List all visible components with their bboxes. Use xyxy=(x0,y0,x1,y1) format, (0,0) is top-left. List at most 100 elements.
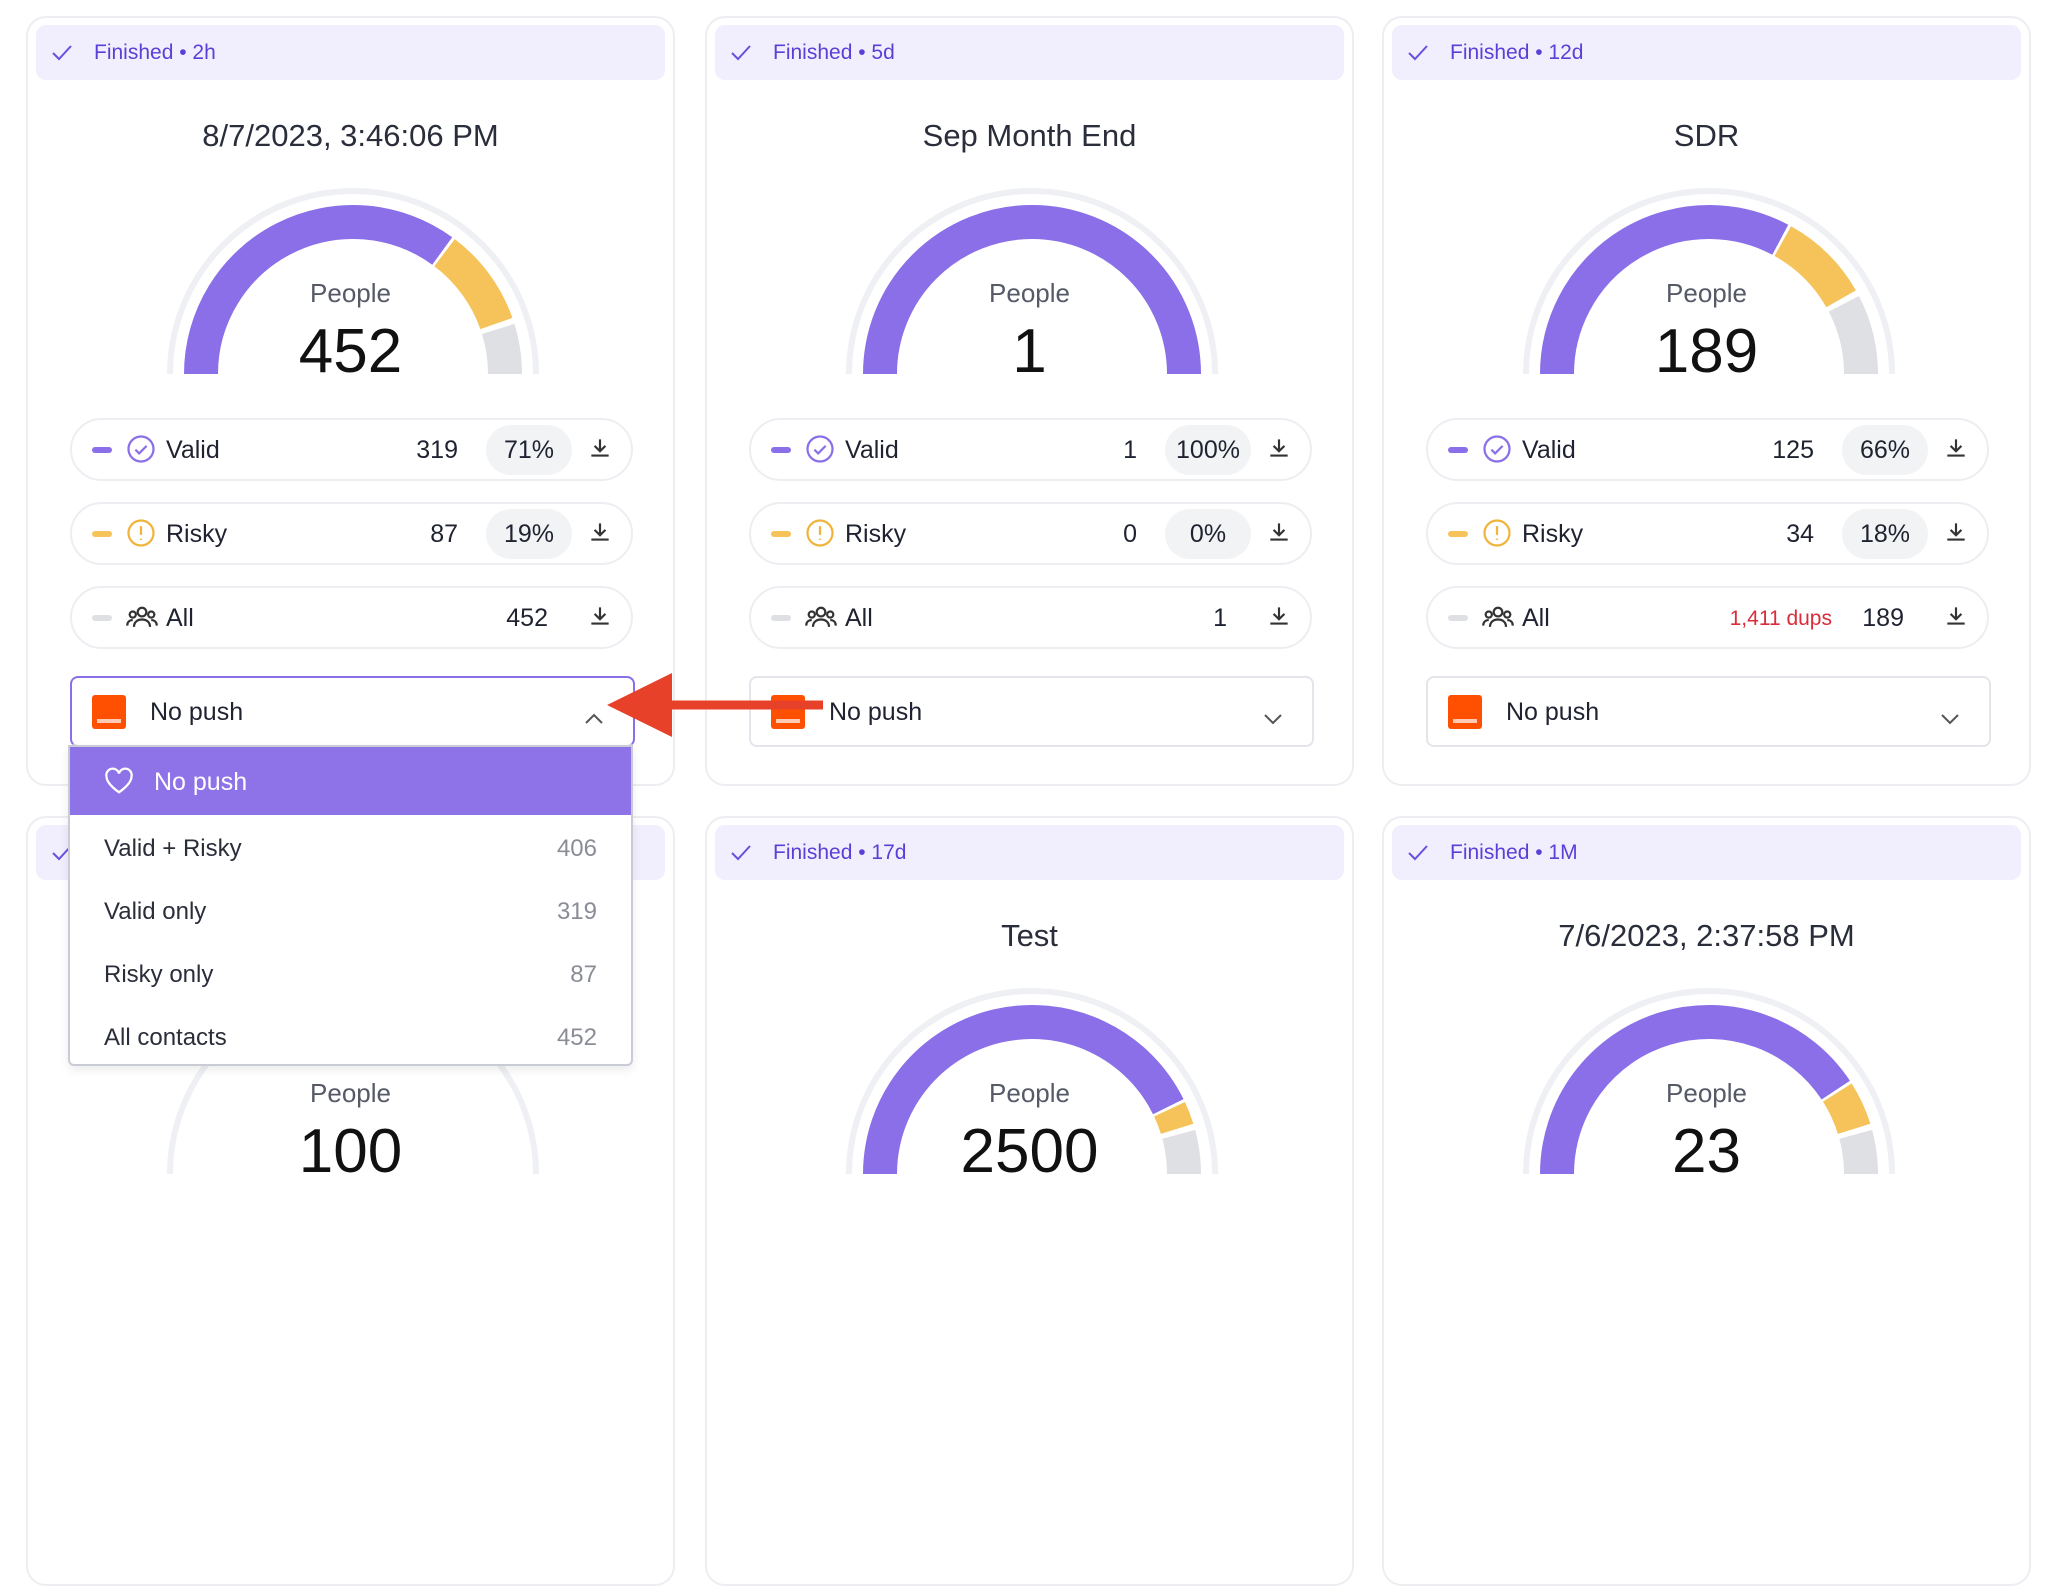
option-count: 87 xyxy=(570,961,597,988)
download-button-svg xyxy=(1270,523,1288,541)
row-count: 34 xyxy=(1786,520,1814,548)
result-card: Finished • 1M 7/6/2023, 2:37:58 PM People 2… xyxy=(1382,816,2031,1586)
check-icon xyxy=(1406,41,1430,70)
row-icon-svg xyxy=(1483,435,1511,463)
dropdown-option[interactable]: Valid + Risky 406 xyxy=(70,815,631,878)
push-dropdown: No push Valid + Risky 406 Valid only 319 Risk… xyxy=(68,745,633,1066)
push-select[interactable]: No push xyxy=(1426,676,1991,747)
row-dash xyxy=(92,447,112,453)
summary-row: All 1 xyxy=(749,586,1312,649)
option-label: No push xyxy=(154,768,248,796)
download-button-svg xyxy=(591,523,609,541)
row-icon xyxy=(805,518,835,555)
heart-icon xyxy=(104,767,134,802)
row-count: 189 xyxy=(1862,604,1904,632)
gauge-segment xyxy=(183,205,452,375)
gauge-track xyxy=(845,188,1218,375)
gauge-track xyxy=(166,188,539,375)
gauge-segment xyxy=(1822,1083,1870,1135)
download-button[interactable] xyxy=(587,435,613,468)
gauge-remainder xyxy=(481,323,522,375)
summary-row: Risky 87 19% xyxy=(70,502,633,565)
people-count: 2500 xyxy=(960,1117,1099,1186)
dropdown-option[interactable]: All contacts 452 xyxy=(70,1004,631,1067)
row-icon-svg xyxy=(127,519,155,547)
status-pill: Finished • 12d xyxy=(1392,25,2021,80)
gauge xyxy=(845,988,1218,1175)
chevron xyxy=(1262,704,1284,733)
row-percent: 66% xyxy=(1842,425,1928,475)
download-button[interactable] xyxy=(587,603,613,636)
row-label: Risky xyxy=(1522,520,1584,548)
row-label: All xyxy=(1522,604,1550,632)
push-select[interactable]: No push xyxy=(749,676,1314,747)
gauge xyxy=(166,188,539,375)
dropdown-option[interactable]: Valid only 319 xyxy=(70,878,631,941)
gauge-segment xyxy=(862,1005,1184,1175)
download-button[interactable] xyxy=(1266,603,1292,636)
download-button[interactable] xyxy=(1943,603,1969,636)
row-count: 1 xyxy=(1123,436,1137,464)
check-icon xyxy=(729,41,753,70)
people-count: 1 xyxy=(1012,317,1047,386)
row-label: Valid xyxy=(845,436,899,464)
row-icon xyxy=(1482,602,1514,639)
download-button-svg xyxy=(1270,607,1288,625)
summary-row: Valid 125 66% xyxy=(1426,418,1989,481)
gauge-segment xyxy=(1773,226,1856,308)
check-icon xyxy=(50,841,74,870)
row-dash xyxy=(771,531,791,537)
row-percent: 71% xyxy=(486,425,572,475)
result-card: Finished • 2h 8/7/2023, 3:46:06 PM People 4… xyxy=(26,16,675,786)
push-select[interactable]: No push xyxy=(70,676,635,747)
gauge xyxy=(845,188,1218,375)
people-label: People xyxy=(989,1078,1070,1108)
row-dash xyxy=(92,531,112,537)
status-pill: Finished • 2h xyxy=(36,25,665,80)
gauge-track xyxy=(1522,188,1895,375)
check-icon xyxy=(729,841,753,870)
zapier-logo-svg xyxy=(92,695,126,729)
row-icon-svg xyxy=(805,606,837,627)
row-count: 0 xyxy=(1123,520,1137,548)
zapier-logo xyxy=(1448,695,1482,736)
push-value: No push xyxy=(829,698,923,726)
download-button[interactable] xyxy=(1943,435,1969,468)
chevron-svg xyxy=(585,713,603,724)
people-count: 189 xyxy=(1654,317,1759,386)
download-button[interactable] xyxy=(1943,519,1969,552)
check-icon xyxy=(50,41,74,70)
card-title: 7/6/2023, 2:37:58 PM xyxy=(1558,918,1855,953)
download-button[interactable] xyxy=(587,519,613,552)
result-card: Finished • 17d Test People 2500 xyxy=(705,816,1354,1586)
check-icon-svg xyxy=(1408,45,1428,61)
check-icon xyxy=(1406,841,1430,870)
row-icon xyxy=(126,434,156,471)
dropdown-option[interactable]: Risky only 87 xyxy=(70,941,631,1004)
row-icon-svg xyxy=(127,435,155,463)
download-button-svg xyxy=(1270,439,1288,457)
card-title: Test xyxy=(1001,918,1058,953)
annotation-arrow xyxy=(607,673,823,737)
card-title: 8/7/2023, 3:46:06 PM xyxy=(202,118,499,153)
download-button[interactable] xyxy=(1266,519,1292,552)
row-percent: 100% xyxy=(1165,425,1251,475)
row-icon-svg xyxy=(1482,606,1514,627)
dropdown-option-selected[interactable]: No push xyxy=(70,747,631,815)
row-percent: 19% xyxy=(486,509,572,559)
row-dash xyxy=(1448,615,1468,621)
row-icon xyxy=(805,434,835,471)
push-value: No push xyxy=(1506,698,1600,726)
people-label: People xyxy=(1666,1078,1747,1108)
row-icon xyxy=(126,518,156,555)
zapier-logo-svg xyxy=(1448,695,1482,729)
row-dash xyxy=(771,615,791,621)
row-dups: 1,411 dups xyxy=(1729,607,1832,630)
download-button-svg xyxy=(1947,439,1965,457)
heart-icon-svg xyxy=(105,767,133,794)
gauge-segment xyxy=(1539,1005,1850,1175)
download-button[interactable] xyxy=(1266,435,1292,468)
download-button-svg xyxy=(591,439,609,457)
row-icon-svg xyxy=(806,435,834,463)
check-icon-svg xyxy=(731,45,751,61)
